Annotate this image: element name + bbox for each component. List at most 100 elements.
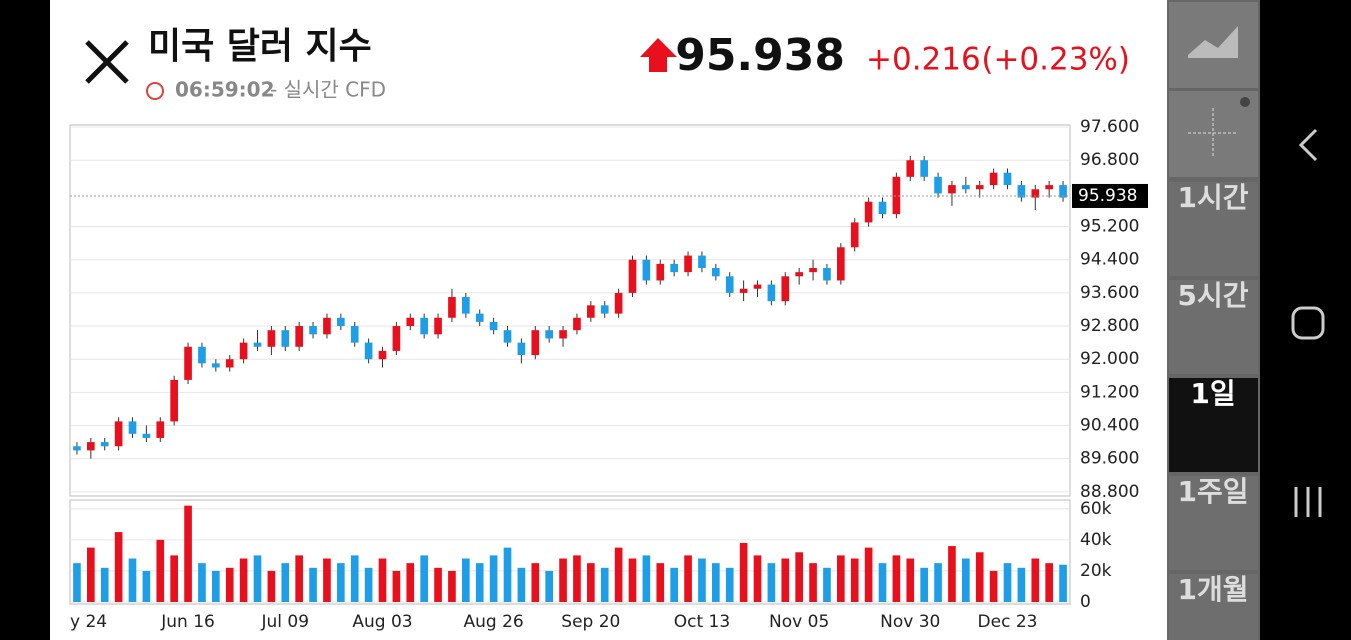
candle-body xyxy=(156,421,165,438)
plot: 88.800 89.600 90.400 91.200 92.000 92.800 93.6… xyxy=(70,117,1148,632)
volume-bar xyxy=(378,558,387,602)
change: +0.216 xyxy=(866,42,981,78)
candle-body xyxy=(934,176,942,194)
volume-bar xyxy=(489,555,498,602)
y-tick-label: 91.200 xyxy=(1080,382,1139,402)
clock-icon xyxy=(146,82,164,100)
x-tick-label: Aug 26 xyxy=(463,612,523,632)
volume-bar xyxy=(906,558,915,602)
app-area xyxy=(50,0,1167,640)
candle-body xyxy=(684,255,692,273)
candle-body xyxy=(948,185,956,194)
volume-bar xyxy=(309,567,317,602)
volume-bar xyxy=(989,570,998,602)
volume-bar xyxy=(545,570,553,602)
volume-bar xyxy=(837,555,845,602)
volume-bar xyxy=(503,547,512,602)
volume-bar xyxy=(337,563,345,602)
candle-body xyxy=(337,317,345,327)
price-panel xyxy=(69,124,1071,497)
volume-bar xyxy=(948,546,956,602)
candle-body xyxy=(920,160,928,177)
volume-bar xyxy=(892,555,901,602)
x-tick-label: Oct 13 xyxy=(674,612,730,632)
volume-bar xyxy=(1045,563,1053,602)
volume-bar xyxy=(878,563,887,602)
candle-body xyxy=(462,297,470,314)
candle-body xyxy=(767,284,776,302)
candle-body xyxy=(600,305,609,314)
crosshair-button[interactable] xyxy=(1169,91,1258,177)
y-tick-label: 89.600 xyxy=(1080,449,1139,469)
nav-home[interactable] xyxy=(1291,306,1325,340)
volume-bar xyxy=(975,552,984,602)
up-arrow xyxy=(640,38,677,72)
volume-bar xyxy=(87,547,95,602)
candle-body xyxy=(962,185,970,190)
volume-bar xyxy=(420,555,428,602)
y-tick-label: 96.800 xyxy=(1080,150,1139,170)
volume-bar xyxy=(1003,563,1012,602)
chart-type-button[interactable] xyxy=(1169,2,1258,88)
volume-bar xyxy=(323,558,331,602)
volume-bar xyxy=(406,563,415,602)
volume-bar xyxy=(684,555,692,602)
interval-button[interactable] xyxy=(1169,280,1258,374)
volume-bar xyxy=(128,558,137,602)
y-tick-label: 93.600 xyxy=(1080,283,1139,303)
interval-label: 1주일 xyxy=(1177,475,1248,508)
candle-body xyxy=(712,268,720,277)
y-tick-label: 92.800 xyxy=(1080,316,1139,336)
volume-bar xyxy=(73,563,81,602)
interval-button[interactable] xyxy=(1169,476,1258,570)
interval-list: 1시간 5시간 1일 1주일 1개월 xyxy=(1169,181,1258,640)
candle-body xyxy=(448,297,456,318)
candle-body xyxy=(642,259,651,281)
volume-bar xyxy=(850,558,859,602)
volume-bar xyxy=(781,558,790,602)
candle-body xyxy=(545,330,553,339)
candle-body xyxy=(559,330,567,339)
interval-button[interactable] xyxy=(1169,574,1258,640)
volume-bar xyxy=(1059,564,1067,602)
candle-body xyxy=(253,342,262,347)
volume-bar xyxy=(156,539,165,602)
volume-bar xyxy=(364,567,373,602)
interval-label: 1개월 xyxy=(1177,573,1248,606)
close-button[interactable] xyxy=(85,40,129,84)
volume-bar xyxy=(198,563,206,602)
x-tick-label: Dec 23 xyxy=(978,612,1038,632)
y-tick-label: 97.600 xyxy=(1080,117,1139,137)
time: 06:59:02 xyxy=(175,78,275,102)
nav-back[interactable] xyxy=(1298,128,1318,162)
candle-body xyxy=(725,276,734,293)
candle-body xyxy=(378,350,387,360)
volume-panel xyxy=(69,499,1071,605)
candle-body xyxy=(1059,185,1067,198)
volume-tick-label: 20k xyxy=(1080,561,1112,581)
last-price-label: 95.938 xyxy=(1078,186,1137,206)
y-tick-label: 90.400 xyxy=(1080,416,1139,436)
volume-bar xyxy=(392,570,401,602)
candle-body xyxy=(517,342,526,356)
volume-bar xyxy=(559,558,567,602)
volume-bar xyxy=(698,558,706,602)
candle-body xyxy=(198,346,206,364)
volume-tick-label: 40k xyxy=(1080,530,1112,550)
volume-bar xyxy=(628,558,637,602)
volume-bar xyxy=(1017,567,1026,602)
interval-button[interactable] xyxy=(1169,378,1258,472)
volume-bar xyxy=(142,570,151,602)
volume-bar xyxy=(531,563,540,602)
interval-button[interactable] xyxy=(1169,182,1258,276)
source: - 실시간 CFD xyxy=(270,78,386,102)
candle-body xyxy=(975,185,984,190)
candle-body xyxy=(892,176,901,215)
nav-recent[interactable] xyxy=(1294,487,1322,517)
volume-bar xyxy=(642,555,651,602)
volume-bar xyxy=(517,567,526,602)
candle-body xyxy=(309,326,317,335)
candle-body xyxy=(781,276,790,302)
interval-label: 1시간 xyxy=(1177,181,1248,214)
